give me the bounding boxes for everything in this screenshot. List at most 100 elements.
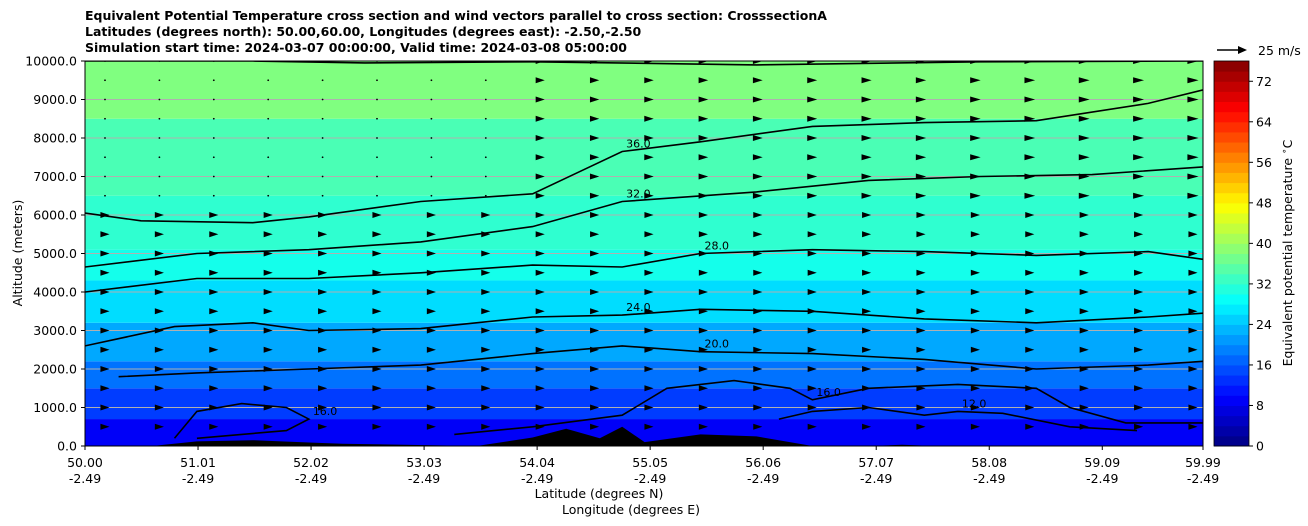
- wind-vector: [1188, 346, 1198, 353]
- wind-vector: [1079, 308, 1089, 315]
- chart-title-line-1: Equivalent Potential Temperature cross s…: [85, 8, 827, 23]
- x-tick-label-lat: 56.06: [745, 455, 781, 470]
- wind-vector: [154, 212, 164, 218]
- wind-vector: [807, 231, 817, 238]
- wind-vector: [590, 289, 600, 295]
- wind-vector: [104, 79, 106, 82]
- colorbar-segment: [1214, 81, 1249, 92]
- wind-vector: [915, 115, 927, 122]
- wind-vector: [481, 250, 491, 257]
- wind-vector: [1133, 154, 1145, 161]
- wind-vector: [481, 423, 491, 430]
- wind-vector: [1079, 404, 1089, 411]
- wind-vector: [807, 192, 818, 199]
- wind-vector: [318, 269, 328, 276]
- x-tick-label-lat: 59.99: [1185, 455, 1221, 470]
- wind-vector: [970, 346, 980, 353]
- wind-vector: [1134, 269, 1144, 276]
- wind-vector: [589, 61, 600, 64]
- wind-vector: [807, 404, 817, 411]
- wind-vector: [484, 79, 487, 82]
- x-tick-label-lon: -2.49: [295, 471, 327, 486]
- x-tick-label-lat: 53.03: [406, 455, 442, 470]
- colorbar-tick-label: 32: [1256, 276, 1272, 291]
- wind-vector: [1024, 115, 1036, 122]
- wind-vector: [916, 308, 926, 315]
- wind-vector: [372, 289, 382, 295]
- wind-vector: [807, 366, 817, 372]
- x-axis-label-lat: Latitude (degrees N): [535, 486, 664, 501]
- color-band-2: [85, 361, 1203, 389]
- colorbar-segment: [1214, 162, 1249, 173]
- colorbar-segment: [1214, 111, 1249, 123]
- wind-vector: [100, 289, 110, 295]
- wind-vector: [589, 135, 600, 141]
- contour-line-16: [454, 379, 1203, 436]
- wind-vector: [1079, 366, 1089, 372]
- wind-vector: [589, 115, 600, 122]
- wind-vector: [212, 156, 215, 159]
- wind-vector: [807, 115, 818, 122]
- colorbar-segment: [1214, 425, 1249, 437]
- wind-vector: [807, 154, 818, 161]
- wind-vector: [100, 385, 110, 392]
- x-tick-label-lon: -2.49: [69, 471, 101, 486]
- color-band-3: [85, 322, 1203, 362]
- wind-vector: [372, 269, 382, 276]
- wind-vector: [535, 289, 545, 295]
- wind-vector: [1078, 77, 1090, 84]
- wind-vector: [1025, 346, 1035, 353]
- wind-vector: [209, 327, 219, 334]
- wind-vector: [916, 366, 926, 372]
- wind-vector: [430, 156, 433, 159]
- x-tick-label-lat: 57.07: [858, 455, 894, 470]
- wind-vector: [915, 173, 927, 180]
- wind-vector: [753, 231, 763, 238]
- wind-vector: [318, 346, 328, 353]
- wind-vector: [698, 231, 708, 238]
- wind-vector: [430, 98, 433, 101]
- wind-vector: [1187, 192, 1199, 199]
- wind-vector: [916, 327, 926, 334]
- wind-vector: [104, 194, 106, 197]
- wind-vector: [590, 366, 600, 372]
- wind-vector: [753, 327, 763, 334]
- wind-vector: [752, 173, 763, 180]
- wind-vector: [209, 289, 219, 295]
- wind-vector: [104, 175, 106, 178]
- wind-vector: [209, 308, 219, 315]
- wind-vector: [1025, 269, 1035, 276]
- x-tick-label-lon: -2.49: [1086, 471, 1118, 486]
- y-tick-label: 5000.0: [33, 246, 77, 261]
- wind-vector: [644, 115, 654, 122]
- wind-vector: [426, 385, 436, 392]
- wind-vector: [1079, 423, 1089, 430]
- wind-vector: [481, 366, 491, 372]
- plot-area: 40.036.032.028.024.020.016.016.012.0: [84, 60, 1204, 447]
- colorbar-segment: [1214, 91, 1249, 103]
- wind-vector: [698, 154, 709, 161]
- colorbar-segment: [1214, 223, 1249, 234]
- wind-vector: [807, 308, 817, 315]
- wind-vector: [752, 96, 763, 103]
- wind-vector: [535, 115, 545, 122]
- wind-vector: [481, 231, 491, 238]
- wind-vector: [1133, 115, 1145, 122]
- wind-vector: [372, 327, 382, 334]
- wind-vector: [426, 231, 436, 238]
- wind-vector: [158, 137, 161, 139]
- y-tick-label: 9000.0: [33, 92, 77, 107]
- wind-vector: [1187, 61, 1199, 64]
- wind-vector: [426, 212, 436, 218]
- wind-vector: [481, 346, 491, 353]
- wind-vector: [481, 327, 491, 334]
- wind-vector: [535, 77, 545, 84]
- wind-vector: [100, 346, 110, 353]
- colorbar-segment: [1214, 61, 1249, 72]
- wind-vector: [698, 192, 709, 199]
- wind-vector: [430, 194, 433, 197]
- y-axis-label: Altitude (meters): [10, 200, 25, 307]
- wind-vector: [318, 308, 328, 315]
- wind-vector: [753, 289, 763, 295]
- x-tick-label-lat: 55.05: [632, 455, 668, 470]
